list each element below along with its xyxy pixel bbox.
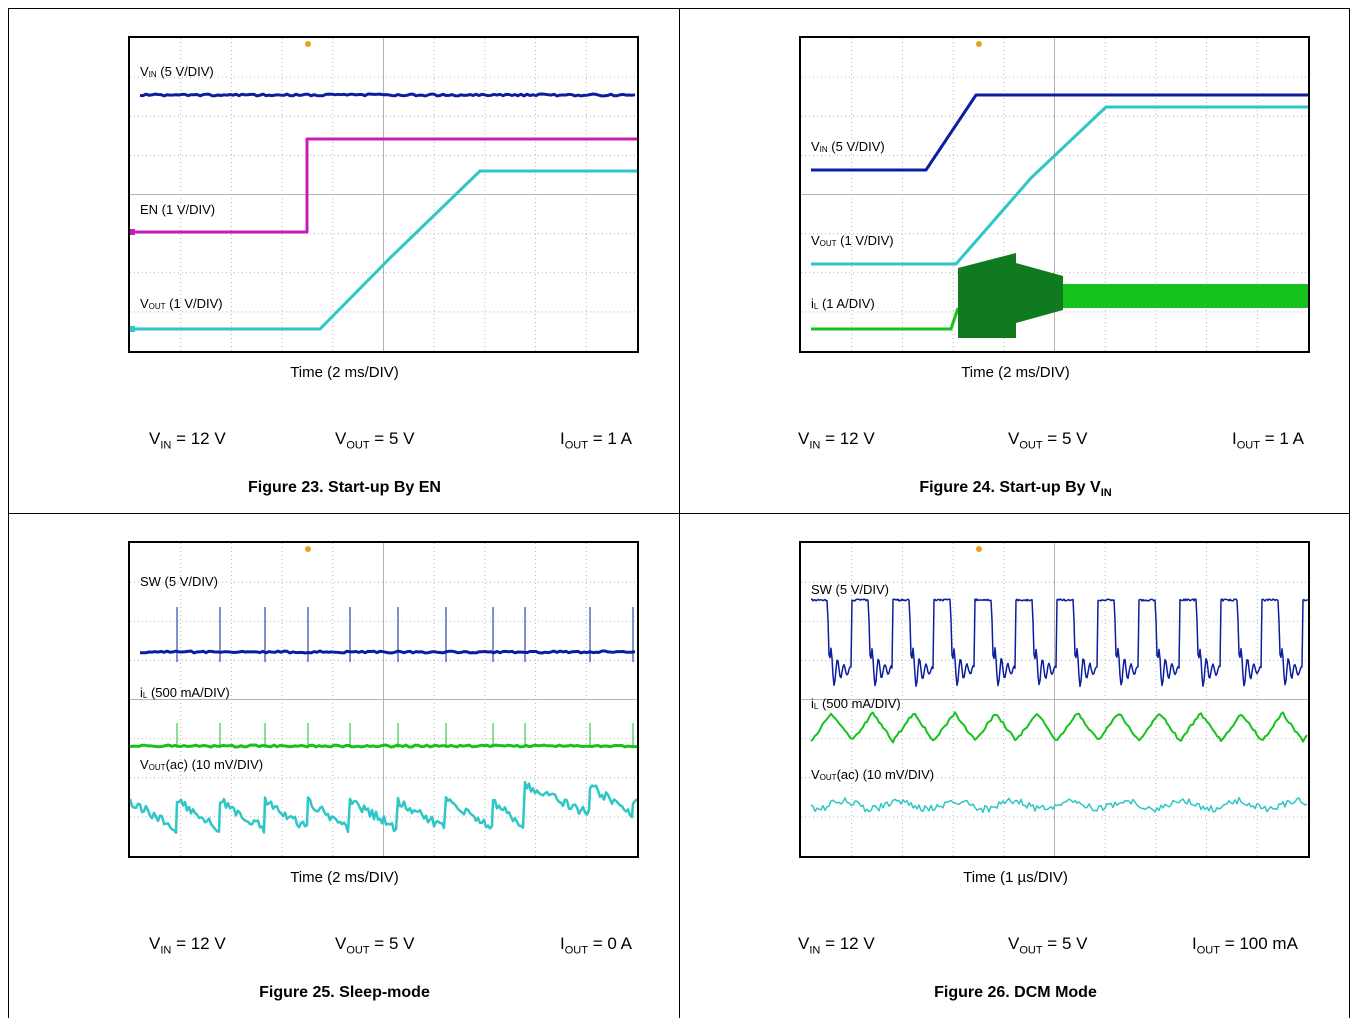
- time-axis-label: Time (2 ms/DIV): [9, 364, 680, 381]
- condition-vout: VOUT = 5 V: [335, 429, 414, 451]
- trace-label-sw: SW (5 V/DIV): [811, 582, 889, 597]
- trace-label-vin: VIN (5 V/DIV): [140, 64, 214, 79]
- condition-iout: IOUT = 1 A: [1232, 429, 1304, 451]
- condition-vin: VIN = 12 V: [798, 429, 875, 451]
- figure-cell-23: VIN (5 V/DIV) EN (1 V/DIV) VOUT (1 V/DIV…: [8, 8, 679, 513]
- condition-vin: VIN = 12 V: [149, 934, 226, 956]
- condition-vout: VOUT = 5 V: [1008, 934, 1087, 956]
- trace-label-il: iL (1 A/DIV): [811, 296, 875, 311]
- figure-caption: Figure 24. Start-up By VIN: [680, 479, 1351, 499]
- trace-label-en: EN (1 V/DIV): [140, 202, 215, 217]
- figure-caption: Figure 25. Sleep-mode: [9, 984, 680, 1002]
- il-trace: [811, 712, 1307, 742]
- vout-channel-marker: [130, 326, 135, 332]
- il-trace: [130, 745, 637, 747]
- trace-label-vout-ac: VOUT(ac) (10 mV/DIV): [140, 757, 263, 772]
- trace-label-vout: VOUT (1 V/DIV): [140, 296, 223, 311]
- il-ripple-band: [1063, 284, 1308, 308]
- trace-label-vout: VOUT (1 V/DIV): [811, 233, 894, 248]
- time-axis-label: Time (1 µs/DIV): [680, 869, 1351, 886]
- trace-label-vin: VIN (5 V/DIV): [811, 139, 885, 154]
- en-channel-marker: [130, 229, 135, 235]
- condition-iout: IOUT = 1 A: [560, 429, 632, 451]
- sw-trace: [811, 599, 1308, 686]
- condition-iout: IOUT = 0 A: [560, 934, 632, 956]
- figure-grid: VIN (5 V/DIV) EN (1 V/DIV) VOUT (1 V/DIV…: [8, 8, 1351, 1019]
- trace-label-sw: SW (5 V/DIV): [140, 574, 218, 589]
- vout-ac-trace: [811, 798, 1307, 813]
- figure-caption: Figure 23. Start-up By EN: [9, 479, 680, 497]
- il-burst-envelope: [958, 253, 1016, 338]
- trigger-position-marker: [305, 41, 311, 47]
- condition-vout: VOUT = 5 V: [1008, 429, 1087, 451]
- sw-trace: [140, 651, 635, 653]
- figure-caption: Figure 26. DCM Mode: [680, 984, 1351, 1002]
- condition-iout: IOUT = 100 mA: [1192, 934, 1298, 956]
- time-axis-label: Time (2 ms/DIV): [680, 364, 1351, 381]
- il-trace-pre: [811, 308, 958, 329]
- scope-display: [799, 36, 1310, 353]
- trace-label-il: iL (500 mA/DIV): [811, 696, 901, 711]
- scope-plot: [801, 38, 1308, 351]
- trace-label-vout-ac: VOUT(ac) (10 mV/DIV): [811, 767, 934, 782]
- trigger-position-marker: [976, 41, 982, 47]
- il-burst-tail: [1016, 263, 1063, 323]
- condition-vout: VOUT = 5 V: [335, 934, 414, 956]
- trigger-position-marker: [305, 546, 311, 552]
- condition-vin: VIN = 12 V: [149, 429, 226, 451]
- figure-cell-25: SW (5 V/DIV) iL (500 mA/DIV) VOUT(ac) (1…: [8, 513, 679, 1018]
- trigger-position-marker: [976, 546, 982, 552]
- trace-label-il: iL (500 mA/DIV): [140, 685, 230, 700]
- figure-cell-24: VIN (5 V/DIV) VOUT (1 V/DIV) iL (1 A/DIV…: [679, 8, 1350, 513]
- vin-trace: [140, 94, 635, 96]
- figure-cell-26: SW (5 V/DIV) iL (500 mA/DIV) VOUT(ac) (1…: [679, 513, 1350, 1018]
- time-axis-label: Time (2 ms/DIV): [9, 869, 680, 886]
- condition-vin: VIN = 12 V: [798, 934, 875, 956]
